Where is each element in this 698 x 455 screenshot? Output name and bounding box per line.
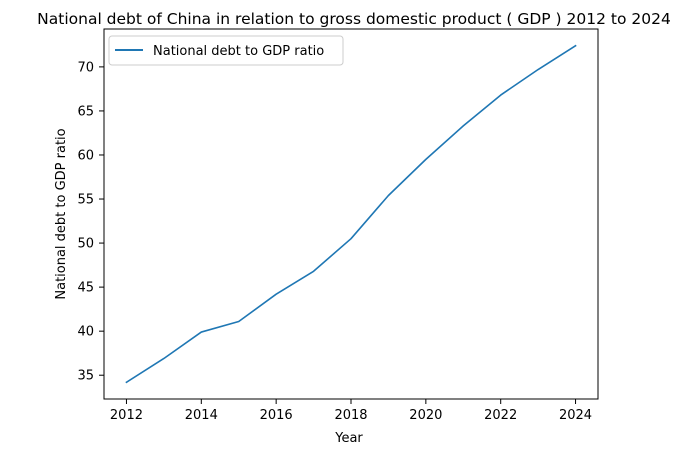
x-tick-label: 2012 <box>110 408 143 423</box>
y-tick-label: 50 <box>77 237 94 252</box>
y-tick-label: 55 <box>77 193 94 208</box>
x-tick-label: 2016 <box>260 408 293 423</box>
x-tick-label: 2014 <box>185 408 218 423</box>
y-axis-label: National debt to GDP ratio <box>54 128 69 299</box>
legend-box <box>108 35 344 66</box>
y-tick-label: 35 <box>77 369 94 384</box>
y-tick-label: 40 <box>77 325 94 340</box>
y-tick-label: 60 <box>77 148 94 163</box>
x-tick-label: 2020 <box>409 408 442 423</box>
plot-frame <box>103 28 599 400</box>
y-tick-label: 45 <box>77 281 94 296</box>
x-tick-label: 2024 <box>559 408 592 423</box>
series-line <box>125 44 577 384</box>
legend-label: National debt to GDP ratio <box>153 44 324 59</box>
x-axis-ticks: 2012 2014 2016 2018 2020 2022 2024 <box>110 399 592 423</box>
series-layer <box>125 44 577 384</box>
y-tick-label: 65 <box>77 104 94 119</box>
legend: National debt to GDP ratio <box>108 35 344 66</box>
x-axis-label: Year <box>334 431 363 446</box>
x-tick-label: 2022 <box>484 408 517 423</box>
chart-title: National debt of China in relation to gr… <box>37 10 671 28</box>
y-tick-label: 70 <box>77 60 94 75</box>
x-tick-label: 2018 <box>334 408 367 423</box>
y-axis-ticks: 35 40 45 50 55 60 65 70 <box>77 60 104 384</box>
